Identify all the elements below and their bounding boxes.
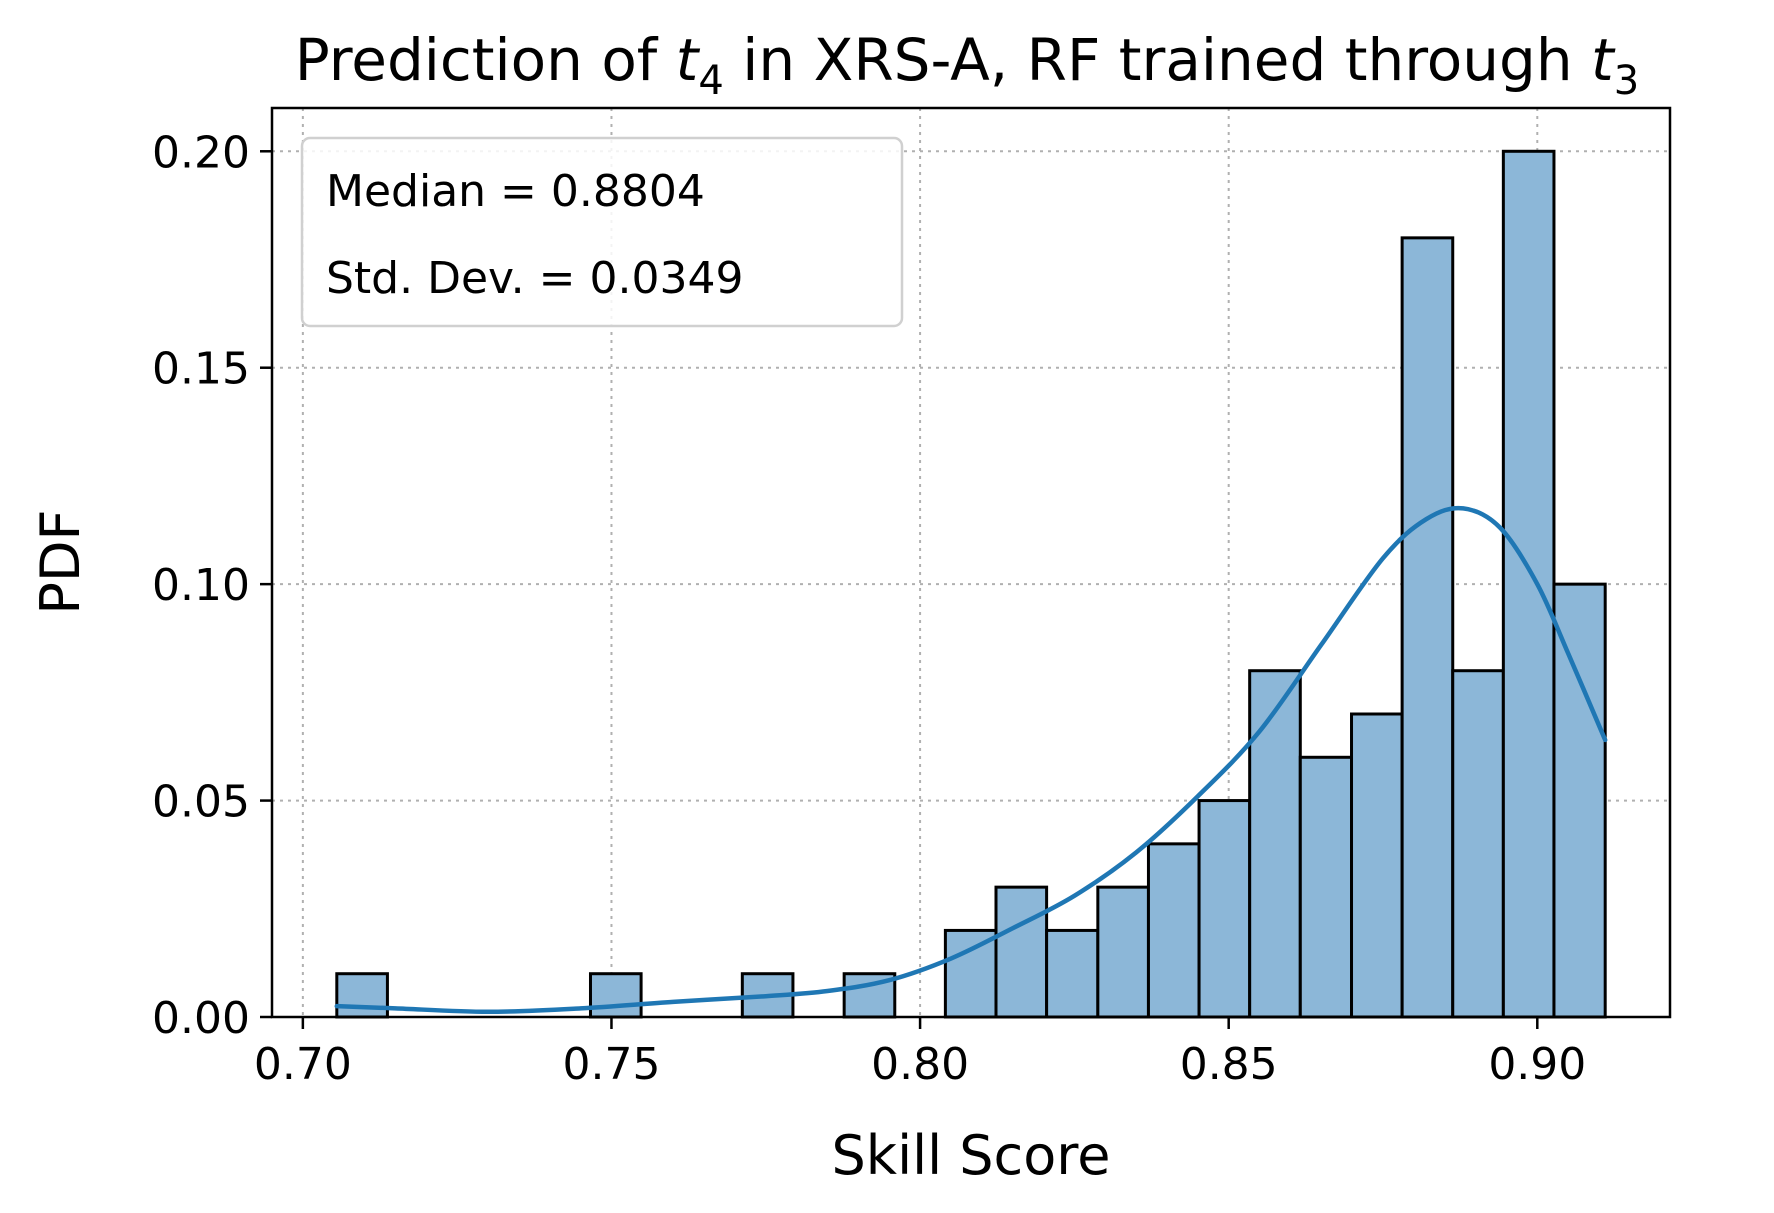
x-tick-label: 0.80 bbox=[871, 1039, 969, 1090]
histogram-bar bbox=[994, 885, 1049, 1019]
histogram-bar bbox=[1146, 842, 1201, 1019]
histogram-bar bbox=[335, 972, 389, 1019]
histogram-bar bbox=[1045, 928, 1100, 1019]
histogram-bar bbox=[1248, 669, 1302, 1019]
histogram-bar bbox=[1298, 755, 1354, 1019]
legend-box bbox=[300, 136, 904, 328]
y-tick-label: 0.15 bbox=[152, 344, 250, 395]
x-tick-label: 0.85 bbox=[1180, 1039, 1278, 1090]
histogram-bar bbox=[1501, 149, 1556, 1019]
histogram-bar bbox=[1400, 236, 1455, 1019]
y-axis-ticks: 0.00 0.05 0.10 0.15 0.20 bbox=[152, 127, 272, 1044]
histogram-bar bbox=[1552, 582, 1607, 1019]
kde-line bbox=[334, 505, 1608, 1015]
y-tick-label: 0.05 bbox=[152, 777, 250, 828]
x-tick-label: 0.90 bbox=[1488, 1039, 1586, 1090]
x-tick-label: 0.70 bbox=[254, 1039, 352, 1090]
histogram-bar bbox=[1350, 712, 1404, 1019]
x-axis-ticks: 0.70 0.75 0.80 0.85 0.90 bbox=[254, 1017, 1586, 1090]
y-axis-label: PDF bbox=[29, 509, 92, 614]
legend: Median = 0.8804 Std. Dev. = 0.0349 bbox=[300, 136, 904, 328]
std-dev-annotation: Std. Dev. = 0.0349 bbox=[326, 253, 743, 304]
histogram-bar bbox=[943, 928, 998, 1019]
histogram-bar bbox=[1197, 799, 1252, 1019]
histogram-bar bbox=[1451, 669, 1505, 1019]
median-annotation: Median = 0.8804 bbox=[326, 166, 705, 217]
chart-title: Prediction of t4 in XRS-A, RF trained th… bbox=[295, 26, 1640, 104]
plot-frame bbox=[270, 106, 1672, 1019]
y-tick-label: 0.20 bbox=[152, 127, 250, 178]
y-tick-label: 0.00 bbox=[152, 993, 250, 1044]
histogram-bar bbox=[588, 972, 643, 1019]
kde-curve bbox=[334, 505, 1608, 1015]
x-tick-label: 0.75 bbox=[562, 1039, 660, 1090]
histogram-bar bbox=[1096, 885, 1150, 1019]
x-axis-label: Skill Score bbox=[832, 1124, 1111, 1187]
y-tick-label: 0.10 bbox=[152, 560, 250, 611]
